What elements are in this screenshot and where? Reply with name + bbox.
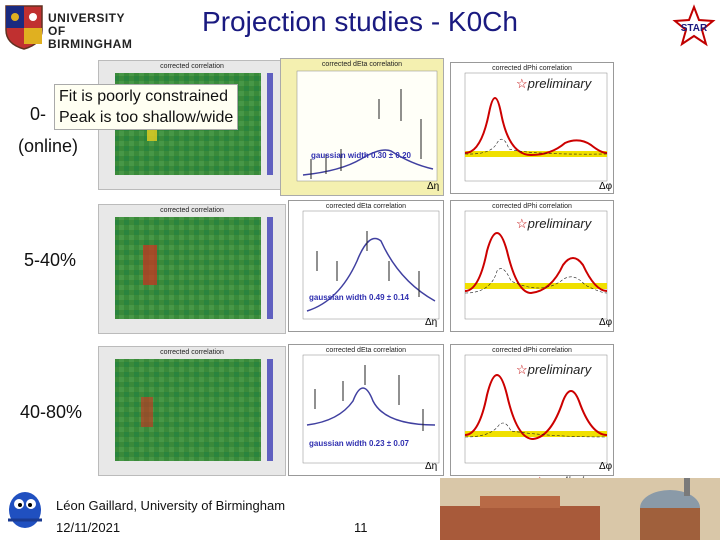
institution-line2: BIRMINGHAM (48, 37, 133, 51)
dphi-title-3: corrected dPhi correlation (492, 347, 572, 354)
university-logo: UNIVERSITY OF BIRMINGHAM (4, 4, 134, 51)
dphi-plot-2 (464, 210, 608, 320)
mascot-image (2, 480, 48, 536)
dphi-title-2: corrected dPhi correlation (492, 203, 572, 210)
hist-title-1: corrected correlation (160, 63, 224, 70)
crest-icon (5, 5, 43, 50)
preliminary-1: ☆preliminary (516, 76, 592, 91)
dphi-axis-3: Δφ (599, 461, 613, 472)
campus-photo (440, 478, 720, 540)
star-mini-icon: ☆ (516, 362, 528, 377)
dphi-panel-2: corrected dPhi correlation Δφ (450, 200, 614, 332)
dphi-panel-3: corrected dPhi correlation Δφ (450, 344, 614, 476)
deta-panel-1: corrected dEta correlation gaussian widt… (280, 58, 444, 196)
dphi-plot-3 (464, 354, 608, 464)
footer-author: Léon Gaillard, University of Birmingham (56, 498, 286, 513)
mascot-icon (8, 492, 42, 528)
deta-plot-2 (302, 210, 440, 320)
callout-line2: Peak is too shallow/wide (59, 109, 234, 126)
row-label-1: 0- (30, 104, 47, 124)
deta-plot-1 (296, 70, 438, 182)
institution-line1: UNIVERSITY OF (48, 11, 125, 38)
deta-plot-3 (302, 354, 440, 464)
callout-box: Fit is poorly constrained Peak is too sh… (54, 84, 239, 130)
deta-axis-3: Δη (425, 461, 438, 472)
preliminary-2: ☆preliminary (516, 216, 592, 231)
dphi-title-1: corrected dPhi correlation (492, 65, 572, 72)
star-mini-icon: ☆ (516, 76, 528, 91)
star-text: STAR (681, 23, 708, 34)
campus-image (440, 478, 720, 540)
page-number: 11 (354, 520, 368, 535)
hist-image-2 (115, 217, 273, 319)
preliminary-3: ☆preliminary (516, 362, 592, 377)
dphi-panel-1: corrected dPhi correlation Δφ (450, 62, 614, 194)
dphi-axis-1: Δφ (599, 181, 613, 192)
hist-title-3: corrected correlation (160, 349, 224, 356)
row-label-2: 5-40% (24, 250, 77, 270)
fit-text-1: gaussian width 0.30 ± 0.20 (311, 151, 411, 160)
star-mini-icon: ☆ (516, 216, 528, 231)
fit-text-2: gaussian width 0.49 ± 0.14 (309, 293, 409, 302)
dphi-axis-2: Δφ (599, 317, 613, 328)
deta-title-1: corrected dEta correlation (321, 61, 403, 68)
hist-panel-2: corrected correlation (98, 204, 286, 334)
deta-title-2: corrected dEta correlation (325, 203, 407, 210)
slide-title: Projection studies - K0Ch (202, 6, 518, 37)
star-icon: STAR (672, 4, 716, 47)
deta-axis-1: Δη (427, 181, 440, 192)
hist-image-3 (115, 359, 273, 461)
callout-line1: Fit is poorly constrained (59, 88, 228, 105)
deta-title-3: corrected dEta correlation (325, 347, 407, 354)
row-sublabel-1: (online) (18, 136, 79, 156)
dphi-plot-1 (464, 72, 608, 182)
deta-panel-3: corrected dEta correlation gaussian widt… (288, 344, 444, 476)
hist-title-2: corrected correlation (160, 207, 224, 214)
deta-panel-2: corrected dEta correlation gaussian widt… (288, 200, 444, 332)
footer-date: 12/11/2021 (56, 520, 121, 535)
deta-axis-2: Δη (425, 317, 438, 328)
star-logo: STAR (672, 4, 716, 48)
row-label-3: 40-80% (20, 402, 83, 422)
fit-text-3: gaussian width 0.23 ± 0.07 (309, 439, 409, 448)
hist-panel-3: corrected correlation (98, 346, 286, 476)
